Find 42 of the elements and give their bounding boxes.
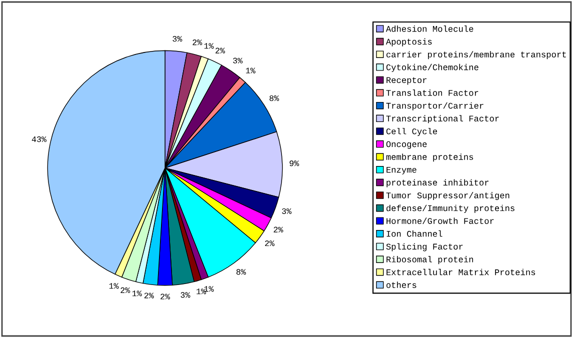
legend-label: Transportor/Carrier	[386, 102, 484, 110]
data-label: 1%	[204, 286, 214, 292]
data-label: 2%	[192, 40, 202, 46]
data-label: 43%	[32, 136, 46, 142]
legend-label: Adhesion Molecule	[386, 25, 474, 32]
data-label: 3%	[233, 58, 243, 64]
data-label: 2%	[216, 48, 225, 54]
legend-label: carrier proteins/membrane transport	[386, 51, 566, 60]
data-label: 2%	[144, 292, 154, 298]
data-label: 2%	[265, 240, 274, 246]
legend-label: Apoptosis	[386, 38, 432, 46]
legend-label: Cell Cycle	[386, 128, 438, 136]
legend-label: Ion Channel	[386, 230, 442, 237]
data-label: 2%	[160, 294, 170, 300]
data-label: 1%	[204, 43, 214, 49]
legend-label: Cytokine/Chemokine	[386, 64, 478, 72]
data-label: 3%	[172, 36, 182, 42]
legend-label: Oncogene	[386, 141, 427, 149]
data-label: 1%	[196, 288, 206, 294]
data-label: 3%	[282, 208, 292, 214]
data-label: 1%	[246, 68, 256, 74]
data-label: 1%	[109, 283, 119, 289]
legend-label: membrane proteins	[386, 154, 474, 162]
data-label: 8%	[270, 95, 280, 102]
data-label: 8%	[236, 269, 246, 275]
legend-label: Enzyme	[386, 166, 416, 174]
legend-label: Receptor	[386, 77, 426, 85]
data-label: 1%	[132, 290, 142, 296]
data-label: 3%	[180, 292, 190, 298]
legend-label: others	[386, 282, 416, 288]
legend-label: defense/Immunity proteins	[386, 204, 514, 213]
legend-label: Extracellular Matrix Proteins	[386, 268, 536, 276]
data-label: 9%	[290, 160, 300, 166]
legend-label: Transcriptional Factor	[386, 115, 499, 124]
data-label: 2%	[120, 287, 130, 294]
legend-label: Translation Factor	[386, 90, 478, 96]
legend-label: Tumor Suppressor/antigen	[386, 192, 510, 200]
legend-label: proteinase inhibitor	[386, 179, 488, 188]
legend-label: Splicing Factor	[386, 243, 463, 252]
legend-label: Hormone/Growth Factor	[386, 218, 494, 224]
legend-label: Ribosomal protein	[386, 256, 474, 264]
data-label: 2%	[274, 226, 284, 232]
